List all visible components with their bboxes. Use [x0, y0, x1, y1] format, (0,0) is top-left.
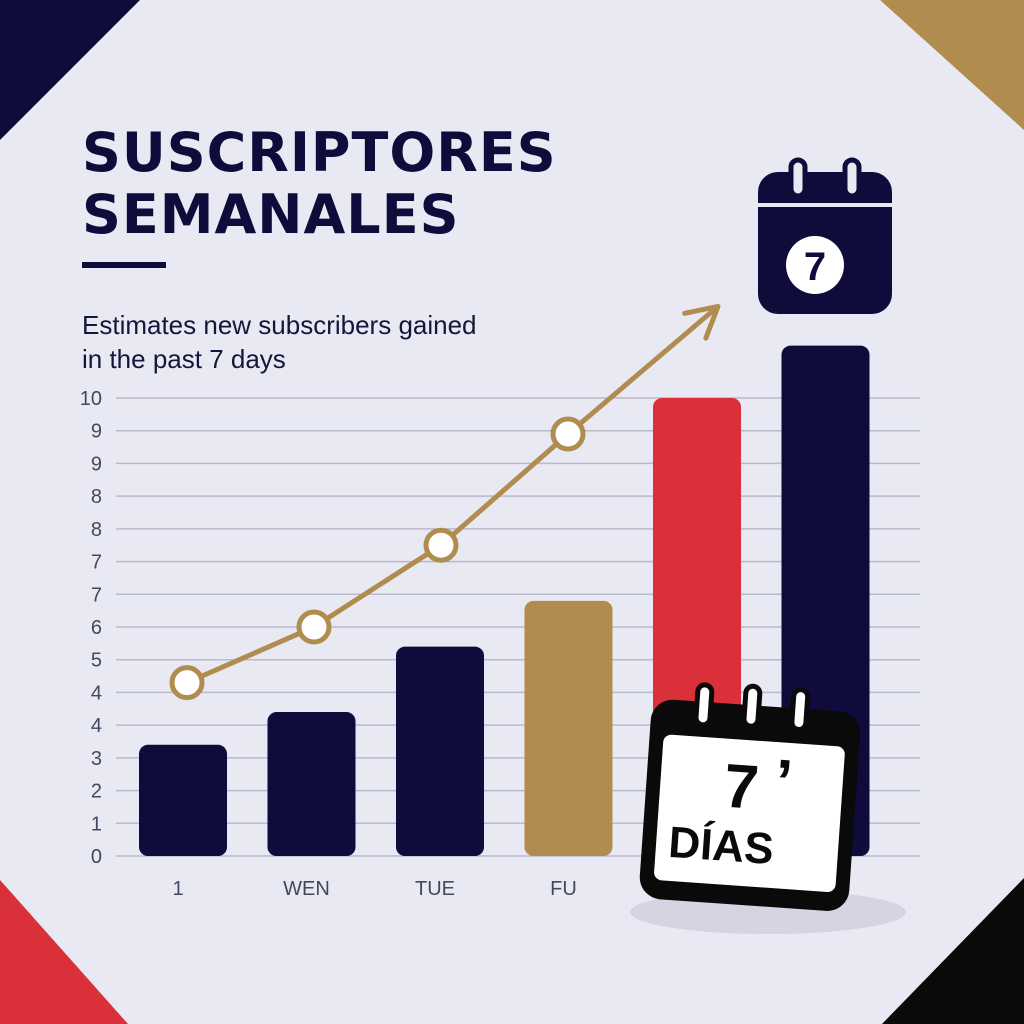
- y-tick-label: 9: [91, 421, 102, 443]
- bar: [267, 712, 356, 856]
- y-tick-label: 3: [91, 748, 102, 770]
- line-point: [423, 527, 459, 563]
- y-tick-label: 9: [91, 453, 102, 475]
- line-point: [550, 416, 586, 452]
- calendar-bottom-label: DÍAS: [667, 817, 775, 874]
- y-tick-label: 7: [91, 584, 102, 606]
- y-tick-label: 1: [91, 813, 102, 835]
- title-line-2: SEMANALES: [82, 183, 460, 246]
- x-tick-label: TUE: [415, 878, 455, 900]
- y-tick-label: 8: [91, 519, 102, 541]
- bar: [396, 646, 484, 856]
- x-axis-ticks: 1 WEN TUE FU: [172, 878, 576, 900]
- x-tick-label: 1: [172, 878, 183, 900]
- y-tick-label: 5: [91, 650, 102, 672]
- y-tick-label: 6: [91, 617, 102, 639]
- calendar-bottom-number: 7: [722, 752, 761, 823]
- y-axis-ticks: 0 1 2 3 4 4 5 6 7 7 8 8 9 9 10: [80, 388, 102, 868]
- x-tick-label: FU: [550, 878, 577, 900]
- trend-line-path: [185, 304, 720, 685]
- calendar-bottom-mark: ’: [773, 747, 795, 817]
- trend-line: [169, 303, 721, 701]
- line-point: [169, 665, 205, 701]
- calendar-icon: 7: [758, 157, 892, 314]
- calendar-icon: 7 ’ DÍAS: [630, 682, 906, 934]
- x-tick-label: WEN: [283, 878, 330, 900]
- arrow-up-right-icon: [682, 303, 721, 341]
- page-title: SUSCRIPTORES SEMANALES: [82, 122, 557, 246]
- y-tick-label: 4: [91, 715, 102, 737]
- y-tick-label: 2: [91, 781, 102, 803]
- y-tick-label: 0: [91, 846, 102, 868]
- title-underline: [82, 262, 166, 268]
- y-tick-label: 10: [80, 388, 102, 410]
- line-point: [296, 609, 332, 645]
- y-tick-label: 4: [91, 682, 102, 704]
- subtitle: Estimates new subscribers gained in the …: [82, 310, 477, 374]
- calendar-top-number: 7: [804, 245, 826, 289]
- bar: [524, 600, 613, 856]
- y-tick-label: 8: [91, 486, 102, 508]
- y-tick-label: 7: [91, 552, 102, 574]
- bar: [139, 744, 227, 856]
- title-line-1: SUSCRIPTORES: [82, 121, 557, 184]
